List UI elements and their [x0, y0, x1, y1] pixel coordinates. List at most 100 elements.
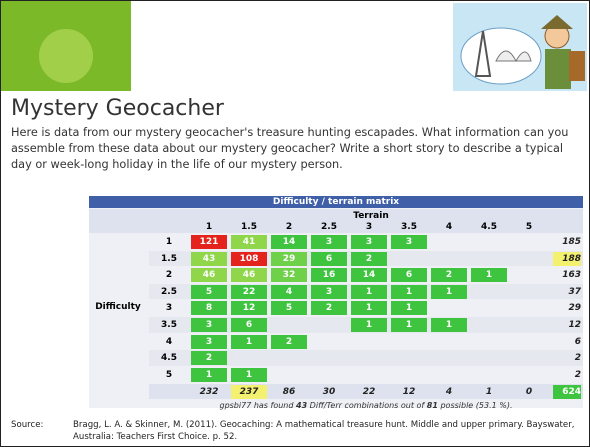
terrain-header: 4 [445, 222, 453, 232]
column-total: 22 [362, 387, 376, 398]
column-total: 232 [199, 387, 219, 398]
matrix-cell: 3 [351, 235, 387, 249]
matrix-footer: gpsbi77 has found 43 Diff/Terr combinati… [149, 400, 583, 414]
matrix-title: Difficulty / terrain matrix [89, 196, 583, 208]
row-total: 163 [562, 270, 581, 281]
matrix-cell: 2 [351, 251, 387, 266]
matrix-cell: 2 [311, 301, 347, 316]
terrain-header: 2.5 [321, 222, 337, 232]
matrix-cell: 1 [471, 268, 507, 283]
matrix-cell: 14 [271, 235, 307, 249]
matrix-cell: 1 [231, 367, 267, 382]
traveler-illustration [453, 3, 587, 91]
row-total: 185 [562, 237, 581, 247]
column-total: 86 [282, 387, 296, 398]
difficulty-header: 1.5 [161, 253, 177, 264]
matrix-cell: 12 [231, 301, 267, 316]
matrix-cell: 2 [431, 268, 467, 283]
row-total: 37 [568, 286, 581, 297]
row-total: 188 [553, 251, 581, 266]
difficulty-header: 2 [165, 270, 173, 281]
footer-part: gpsbi77 has found [219, 401, 296, 411]
terrain-header: 1.5 [241, 222, 257, 232]
footer-part: 81 [426, 401, 438, 411]
column-total: 30 [322, 387, 336, 398]
matrix-cell: 6 [231, 318, 267, 332]
matrix-cell: 2 [191, 351, 227, 366]
matrix-cell: 43 [191, 251, 227, 266]
difficulty-label: Difficulty [95, 302, 141, 313]
terrain-header: 4.5 [481, 222, 497, 232]
slide-title: Mystery Geocacher [11, 96, 224, 121]
matrix-cell: 14 [351, 268, 387, 283]
column-total: 4 [445, 387, 453, 398]
matrix-cell: 3 [311, 235, 347, 249]
difficulty-header: 1 [165, 237, 173, 247]
matrix-cell: 3 [391, 235, 427, 249]
matrix-cell: 1 [351, 301, 387, 316]
matrix-cell: 4 [271, 284, 307, 299]
matrix-cell: 22 [231, 284, 267, 299]
matrix-cell: 29 [271, 251, 307, 266]
matrix-cell: 1 [191, 367, 227, 382]
grand-total: 624 [553, 385, 581, 400]
matrix-cell: 32 [271, 268, 307, 283]
matrix-cell: 1 [351, 284, 387, 299]
matrix-table: Difficulty / terrain matrix Terrain 1 1.5 2 2… [89, 196, 583, 410]
matrix-cell: 3 [191, 318, 227, 332]
column-total: 0 [525, 387, 533, 398]
matrix-cell: 6 [311, 251, 347, 266]
matrix-cell: 1 [391, 318, 427, 332]
terrain-band [89, 209, 583, 233]
row-total: 12 [568, 320, 581, 330]
row-total: 2 [574, 353, 581, 364]
column-total: 237 [231, 385, 267, 400]
source-label: Source: [11, 420, 44, 430]
matrix-cell: 1 [391, 301, 427, 316]
terrain-header: 1 [205, 222, 213, 232]
column-total: 12 [402, 387, 416, 398]
source-text: Bragg, L. A. & Skinner, M. (2011). Geoca… [73, 420, 575, 442]
matrix-cell: 16 [311, 268, 347, 283]
corner-circle [39, 29, 93, 83]
footer-part: 43 [296, 401, 308, 411]
matrix-cell: 6 [391, 268, 427, 283]
matrix-cell: 1 [351, 318, 387, 332]
terrain-header: 5 [525, 222, 533, 232]
terrain-label: Terrain [353, 211, 389, 221]
matrix-cell: 2 [271, 334, 307, 349]
difficulty-header: 4.5 [161, 353, 177, 364]
matrix-cell: 41 [231, 235, 267, 249]
terrain-header: 3.5 [401, 222, 417, 232]
row-total: 6 [574, 336, 581, 347]
matrix-cell: 8 [191, 301, 227, 316]
matrix-cell: 121 [191, 235, 227, 249]
footer-part: possible (53.1 %). [437, 401, 513, 411]
matrix-cell: 3 [311, 284, 347, 299]
column-total: 1 [485, 387, 493, 398]
difficulty-header: 3 [165, 303, 173, 314]
decoration [1, 1, 587, 91]
intro-text: Here is data from our mystery geocacher'… [11, 126, 569, 171]
matrix-cell: 108 [231, 251, 267, 266]
difficulty-header: 4 [165, 336, 173, 347]
row-total: 2 [574, 369, 581, 380]
terrain-header: 3 [365, 222, 373, 232]
difficulty-header: 5 [165, 369, 173, 380]
matrix-cell: 5 [271, 301, 307, 316]
matrix-cell: 5 [191, 284, 227, 299]
row-band [149, 350, 583, 366]
difficulty-header: 3.5 [161, 320, 177, 330]
row-total: 29 [568, 303, 581, 314]
matrix-cell: 1 [231, 334, 267, 349]
difficulty-header: 2.5 [161, 286, 177, 297]
footer-part: Diff/Terr combinations out of [307, 401, 427, 411]
matrix-cell: 3 [191, 334, 227, 349]
matrix-cell: 46 [231, 268, 267, 283]
matrix-cell: 46 [191, 268, 227, 283]
matrix-cell: 1 [391, 284, 427, 299]
matrix-cell: 1 [431, 284, 467, 299]
matrix-cell: 1 [431, 318, 467, 332]
terrain-header: 2 [285, 222, 293, 232]
